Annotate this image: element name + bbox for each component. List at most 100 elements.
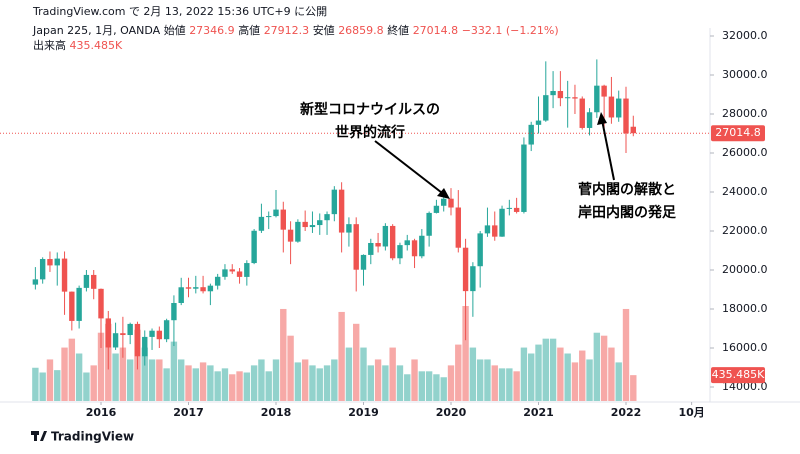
- y-tick-label: 30000.0: [722, 68, 768, 81]
- volume-bar: [411, 359, 418, 401]
- y-tick-label: 28000.0: [722, 107, 768, 120]
- volume-bar: [141, 347, 148, 401]
- volume-bar: [68, 338, 76, 401]
- volume-bar: [630, 375, 637, 401]
- brand-name: TradingView: [51, 430, 134, 444]
- price-tag: [711, 125, 765, 142]
- candle-body: [528, 124, 534, 145]
- candle-body: [185, 287, 192, 289]
- volume-bar: [214, 371, 221, 401]
- candle-body: [411, 240, 418, 257]
- volume-bar: [462, 306, 469, 401]
- volume-bar: [404, 374, 411, 401]
- volume-bar: [323, 365, 331, 401]
- volume-bar: [243, 372, 251, 401]
- volume-bar: [535, 344, 542, 401]
- candle-body: [623, 98, 629, 134]
- x-tick-label: 10月: [678, 406, 704, 419]
- candle-body: [346, 224, 352, 233]
- candle-body: [98, 288, 104, 319]
- volume-bar: [229, 374, 236, 401]
- candle-body: [214, 276, 221, 286]
- candle-body: [324, 214, 330, 221]
- legend-item: 27346.9: [189, 24, 235, 37]
- candle-body: [448, 198, 454, 208]
- legend-line: Japan 225, 1月, OANDA 始値 27346.9 高値 27912…: [32, 23, 559, 37]
- legend-item: Japan 225, 1月, OANDA: [32, 24, 161, 37]
- volume-bar: [557, 347, 564, 401]
- volume-bar: [170, 341, 178, 401]
- candle-body: [630, 126, 636, 134]
- volume-bar: [425, 371, 433, 401]
- volume-bar: [564, 353, 571, 401]
- y-tick-label: 22000.0: [722, 224, 768, 237]
- y-tick-label: 24000.0: [722, 185, 768, 198]
- legend-item: 高値: [238, 23, 260, 37]
- volume-bar: [112, 353, 119, 401]
- volume-bar: [126, 359, 134, 401]
- candle-body: [579, 98, 585, 128]
- volume-bar: [148, 359, 156, 401]
- candle-body: [426, 212, 432, 236]
- candle-body: [484, 225, 491, 234]
- volume-bar: [593, 332, 601, 401]
- volume-bar: [513, 371, 520, 401]
- candle-body: [608, 96, 615, 118]
- candle-body: [83, 274, 90, 288]
- candle-body: [171, 302, 177, 321]
- legend-item: 27912.3: [264, 24, 310, 37]
- candle-body: [506, 207, 513, 209]
- brand: TradingView: [31, 430, 134, 444]
- candle-body: [244, 263, 250, 277]
- candle-body: [69, 291, 75, 321]
- candle-body: [360, 254, 367, 270]
- candle-body: [338, 189, 345, 233]
- volume-bar: [54, 370, 61, 401]
- volume-bar: [549, 338, 557, 401]
- volume-bar: [309, 365, 316, 401]
- candle-body: [477, 233, 483, 267]
- candle-body: [572, 97, 578, 99]
- volume-bar: [608, 347, 615, 401]
- candle-body: [61, 258, 68, 292]
- candle-body: [200, 287, 206, 292]
- candle-body: [163, 320, 170, 340]
- legend-item: 始値: [164, 23, 186, 37]
- volume-bar: [360, 347, 367, 401]
- volume-bar: [338, 311, 345, 401]
- x-tick-label: 2022: [611, 406, 642, 419]
- volume-bar: [156, 359, 163, 401]
- y-tick-label: 14000.0: [722, 380, 768, 393]
- volume-bar: [353, 323, 360, 401]
- volume-bar: [418, 371, 426, 401]
- candle-body: [127, 323, 133, 336]
- candle-body: [134, 323, 141, 357]
- volume-bar: [528, 353, 535, 401]
- candle-body: [368, 242, 374, 255]
- volume-bar: [207, 365, 214, 401]
- arrow: [374, 140, 447, 197]
- candle-body: [499, 208, 505, 237]
- candle-body: [266, 216, 272, 218]
- volume-bar: [178, 359, 185, 401]
- volume-bar: [491, 365, 498, 401]
- volume-bar: [90, 365, 97, 401]
- volume-bar: [97, 332, 105, 401]
- volume-bar: [331, 359, 338, 401]
- candle-body: [586, 112, 593, 128]
- candle-body: [441, 198, 447, 206]
- volume-bar: [301, 359, 309, 401]
- annotation: 岸田内閣の発足: [578, 204, 677, 221]
- candle-body: [382, 225, 389, 247]
- candle-body: [492, 225, 498, 237]
- candle-body: [535, 120, 542, 125]
- volume-bar: [345, 347, 353, 401]
- candle-body: [302, 221, 308, 228]
- volume-bar: [433, 374, 440, 401]
- volume-bar: [622, 308, 630, 401]
- volume-bar: [39, 372, 46, 401]
- y-tick-label: 16000.0: [722, 341, 768, 354]
- volume-bar: [542, 338, 549, 401]
- legend-line: 出来高 435.485K: [33, 38, 123, 52]
